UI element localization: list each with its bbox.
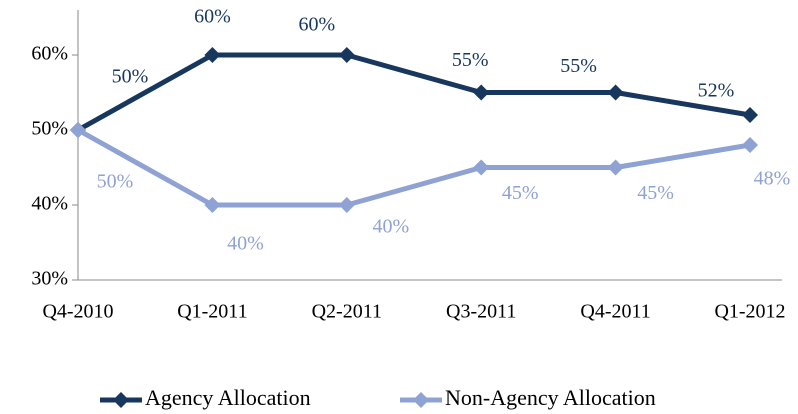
x-tick-label: Q2-2011 (312, 301, 382, 323)
data-label: 45% (502, 182, 539, 204)
series-line (76, 52, 751, 133)
data-label: 55% (560, 55, 597, 77)
y-tick-label: 60% (31, 43, 68, 65)
marker (607, 159, 624, 176)
data-label: 50% (97, 171, 134, 193)
y-tick-label: 30% (31, 268, 68, 290)
legend-label: Agency Allocation (145, 385, 311, 410)
marker (473, 159, 490, 176)
x-tick-label: Q4-2010 (42, 301, 113, 323)
data-label: 60% (194, 6, 231, 28)
marker (742, 137, 758, 153)
marker (607, 84, 624, 101)
data-label: 60% (298, 14, 335, 36)
x-tick-label: Q1-2012 (714, 301, 785, 323)
marker (742, 107, 758, 123)
legend-marker (413, 392, 429, 408)
y-tick-label: 50% (31, 118, 68, 140)
marker (204, 47, 221, 63)
x-tick-label: Q1-2011 (177, 301, 247, 323)
marker (338, 47, 355, 63)
data-label: 45% (637, 182, 674, 204)
legend-marker (113, 392, 129, 408)
marker (338, 197, 355, 213)
y-tick-label: 40% (31, 193, 68, 215)
data-label: 52% (698, 80, 735, 102)
marker (204, 197, 221, 213)
series-line (76, 127, 751, 208)
marker (473, 84, 490, 101)
data-label: 48% (754, 168, 791, 190)
data-label: 55% (452, 49, 489, 71)
x-tick-label: Q3-2011 (446, 301, 516, 323)
marker (70, 122, 86, 138)
x-tick-label: Q4-2011 (580, 301, 650, 323)
data-label: 40% (227, 233, 264, 255)
data-label: 40% (372, 216, 409, 238)
legend-label: Non-Agency Allocation (445, 385, 656, 410)
data-label: 50% (112, 66, 149, 88)
